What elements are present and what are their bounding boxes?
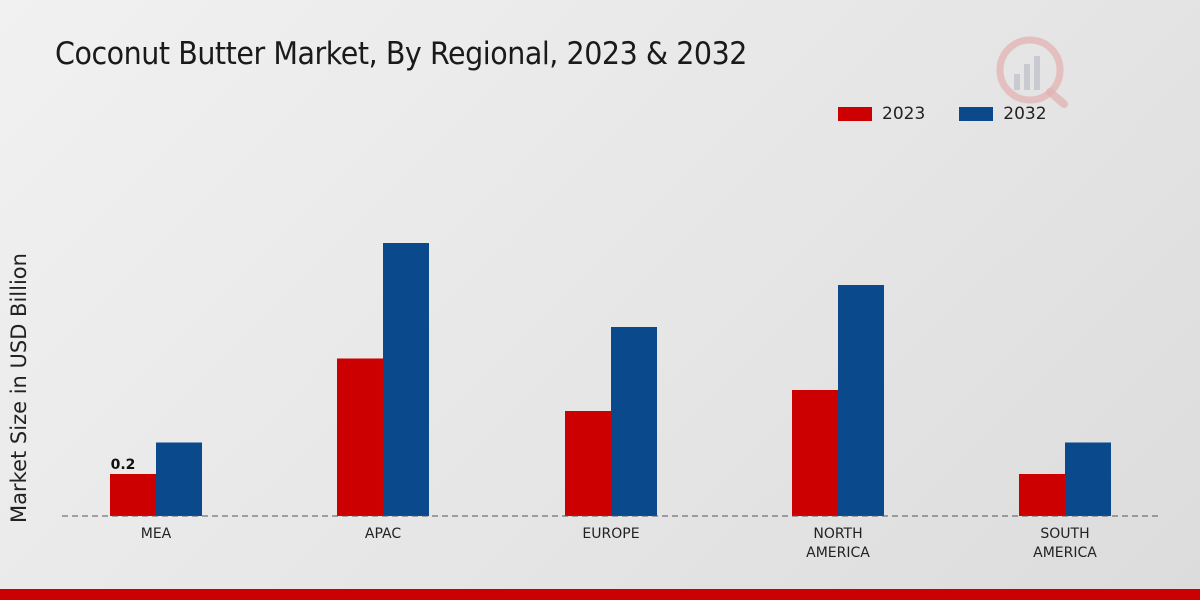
bar-north-america-2023 (792, 390, 838, 516)
legend-swatch-2023 (838, 107, 872, 121)
bar-apac-2023 (337, 358, 383, 516)
x-tick-label: APAC (365, 526, 401, 542)
x-tick-label: MEA (141, 526, 172, 542)
bar-south-america-2023 (1019, 474, 1065, 516)
x-tick-label: NORTH (813, 526, 862, 542)
legend-swatch-2032 (959, 107, 994, 121)
x-tick-label: AMERICA (1033, 545, 1097, 561)
bar-north-america-2032 (838, 285, 884, 516)
bar-mea-2023 (110, 474, 156, 516)
data-label: 0.2 (111, 457, 136, 473)
legend-item-2032: 2032 (959, 104, 1047, 124)
bar-europe-2023 (565, 411, 611, 516)
legend: 2023 2032 (838, 104, 1081, 124)
brand-logo-icon (996, 36, 1068, 108)
bar-mea-2032 (156, 442, 202, 516)
x-tick-label: AMERICA (806, 545, 870, 561)
x-tick-label: SOUTH (1040, 526, 1089, 542)
legend-item-2023: 2023 (838, 104, 925, 124)
x-tick-label: EUROPE (582, 526, 639, 542)
footer-accent-bar (0, 589, 1200, 600)
legend-label-2023: 2023 (882, 104, 926, 124)
bar-europe-2032 (611, 327, 657, 516)
bar-apac-2032 (383, 243, 429, 516)
bar-south-america-2032 (1065, 442, 1111, 516)
chart-title: Coconut Butter Market, By Regional, 2023… (55, 36, 747, 72)
legend-label-2032: 2032 (1003, 104, 1047, 124)
y-axis-label: Market Size in USD Billion (7, 253, 31, 523)
